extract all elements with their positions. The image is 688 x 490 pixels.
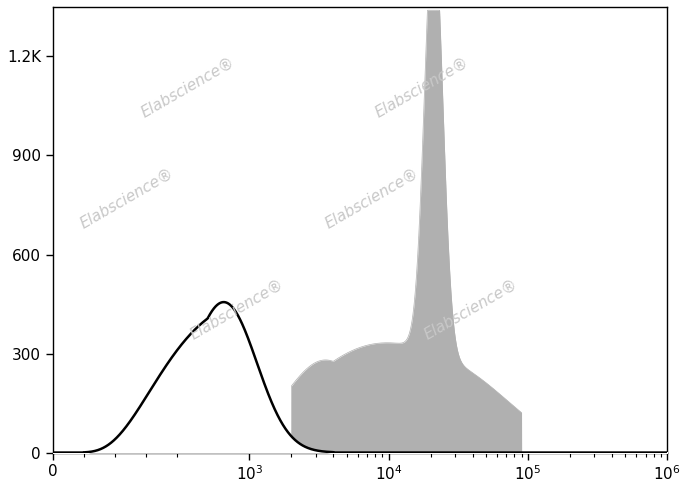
Text: Elabscience®: Elabscience® [138,54,237,120]
Text: Elabscience®: Elabscience® [77,166,176,231]
Text: Elabscience®: Elabscience® [188,277,287,343]
Text: Elabscience®: Elabscience® [372,54,471,120]
Text: Elabscience®: Elabscience® [323,166,422,231]
Text: Elabscience®: Elabscience® [421,277,520,343]
